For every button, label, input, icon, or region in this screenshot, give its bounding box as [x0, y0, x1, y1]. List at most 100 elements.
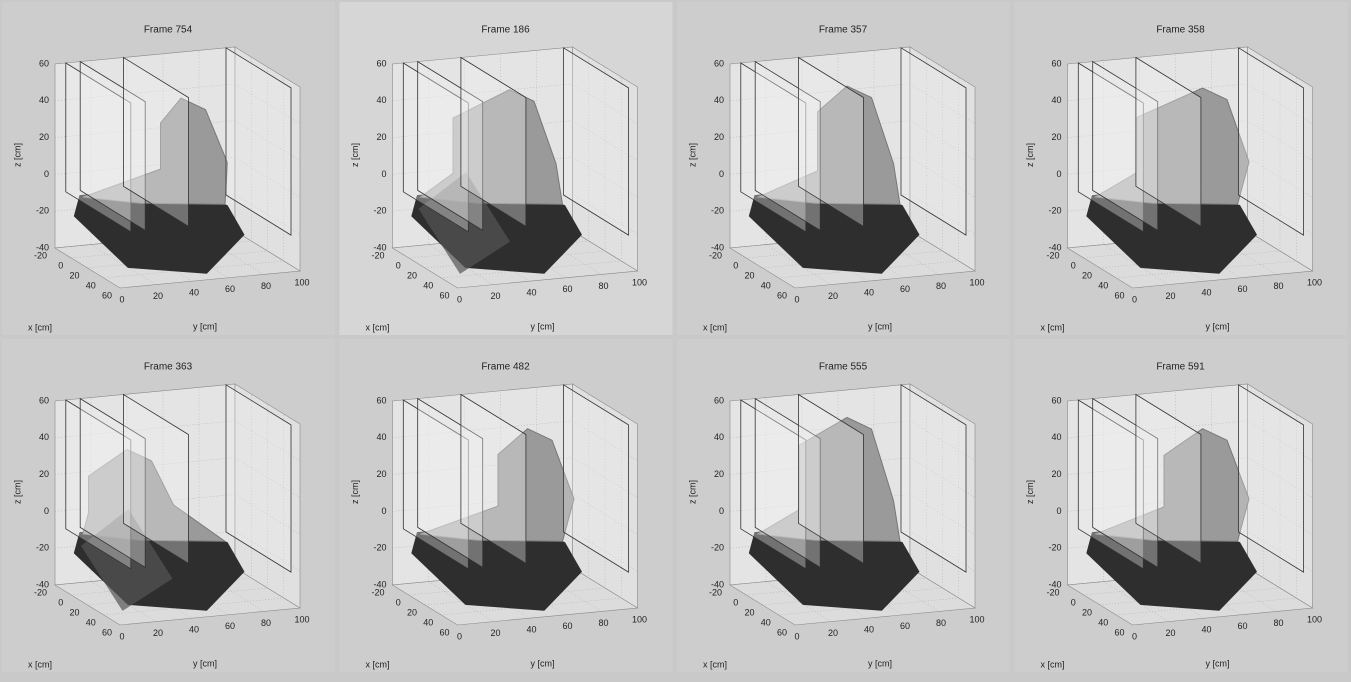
z-tick-label: 20	[376, 469, 386, 479]
x-tick-label: 0	[733, 260, 738, 270]
y-tick-label: 100	[294, 277, 309, 287]
y-tick-label: 40	[1201, 625, 1211, 635]
y-tick-label: 0	[1132, 631, 1137, 641]
x-axis-label: x [cm]	[366, 659, 390, 669]
y-tick-label: 20	[1165, 291, 1175, 301]
x-tick-label: -20	[709, 250, 722, 260]
x-axis-label: x [cm]	[703, 659, 727, 669]
z-tick-label: -20	[711, 206, 724, 216]
z-axis-label: z [cm]	[12, 480, 22, 504]
x-tick-label: 20	[69, 270, 79, 280]
x-tick-label: -20	[1046, 587, 1059, 597]
y-tick-label: 80	[936, 281, 946, 291]
x-tick-label: 60	[777, 627, 787, 637]
y-axis-label: y [cm]	[531, 658, 555, 668]
z-tick-label: 40	[1051, 95, 1061, 105]
z-tick-label: 40	[376, 95, 386, 105]
z-tick-label: 40	[714, 432, 724, 442]
z-tick-label: 60	[1051, 395, 1061, 405]
x-tick-label: 0	[396, 260, 401, 270]
x-tick-label: -20	[1046, 250, 1059, 260]
panel-title: Frame 358	[1156, 25, 1205, 36]
y-tick-label: 20	[828, 291, 838, 301]
z-axis-label: z [cm]	[350, 480, 360, 504]
x-tick-label: -20	[371, 587, 384, 597]
z-tick-label: -20	[373, 206, 386, 216]
panel-title: Frame 363	[144, 362, 193, 373]
x-tick-label: 60	[102, 627, 112, 637]
x-tick-label: -20	[34, 250, 47, 260]
z-tick-label: 0	[381, 169, 386, 179]
panel: Frame 3586040200-20-40-20020406002040608…	[1015, 2, 1348, 335]
x-tick-label: 0	[1071, 597, 1076, 607]
y-tick-label: 40	[526, 625, 536, 635]
y-axis-label: y [cm]	[1206, 658, 1230, 668]
y-tick-label: 60	[1237, 621, 1247, 631]
y-axis-label: y [cm]	[531, 321, 555, 331]
z-tick-label: 0	[1056, 169, 1061, 179]
z-tick-label: 60	[376, 395, 386, 405]
x-tick-label: 0	[58, 260, 63, 270]
z-tick-label: 0	[719, 169, 724, 179]
y-tick-label: 60	[562, 284, 572, 294]
z-tick-label: 0	[44, 506, 49, 516]
z-tick-label: 0	[1056, 506, 1061, 516]
z-tick-label: 40	[376, 432, 386, 442]
z-tick-label: 60	[1051, 58, 1061, 68]
panel: Frame 5556040200-20-40-20020406002040608…	[677, 339, 1010, 672]
x-tick-label: 20	[1082, 270, 1092, 280]
x-tick-label: 60	[1114, 290, 1124, 300]
y-axis-label: y [cm]	[193, 658, 217, 668]
y-tick-label: 0	[119, 631, 124, 641]
y-tick-label: 100	[294, 614, 309, 624]
x-axis-label: x [cm]	[703, 322, 727, 332]
y-tick-label: 60	[900, 284, 910, 294]
x-tick-label: 20	[407, 607, 417, 617]
y-tick-label: 100	[632, 614, 647, 624]
z-tick-label: 60	[39, 395, 49, 405]
x-axis-label: x [cm]	[28, 322, 52, 332]
z-tick-label: 40	[714, 95, 724, 105]
z-tick-label: -20	[36, 206, 49, 216]
y-tick-label: 20	[490, 291, 500, 301]
panel-title: Frame 591	[1156, 362, 1205, 373]
y-tick-label: 20	[153, 291, 163, 301]
y-tick-label: 40	[189, 625, 199, 635]
panel-title: Frame 754	[144, 25, 193, 36]
y-tick-label: 0	[457, 631, 462, 641]
z-tick-label: 20	[714, 469, 724, 479]
y-tick-label: 60	[1237, 284, 1247, 294]
y-tick-label: 60	[225, 284, 235, 294]
z-tick-label: 20	[1051, 469, 1061, 479]
x-tick-label: 60	[1114, 627, 1124, 637]
z-tick-label: -20	[36, 543, 49, 553]
y-tick-label: 80	[261, 281, 271, 291]
x-tick-label: 40	[761, 617, 771, 627]
z-axis-label: z [cm]	[1025, 480, 1035, 504]
x-tick-label: -20	[34, 587, 47, 597]
x-tick-label: -20	[709, 587, 722, 597]
x-tick-label: 60	[102, 290, 112, 300]
x-tick-label: 0	[733, 597, 738, 607]
y-tick-label: 80	[598, 618, 608, 628]
z-tick-label: 20	[39, 132, 49, 142]
y-tick-label: 100	[1307, 614, 1322, 624]
z-tick-label: -20	[711, 543, 724, 553]
y-tick-label: 20	[490, 628, 500, 638]
y-tick-label: 80	[598, 281, 608, 291]
x-tick-label: 40	[1098, 617, 1108, 627]
x-tick-label: 60	[439, 290, 449, 300]
x-tick-label: 0	[1071, 260, 1076, 270]
y-tick-label: 60	[562, 621, 572, 631]
y-tick-label: 20	[828, 628, 838, 638]
z-tick-label: 0	[719, 506, 724, 516]
x-axis-label: x [cm]	[1041, 322, 1065, 332]
x-tick-label: 20	[744, 607, 754, 617]
z-tick-label: 40	[39, 95, 49, 105]
panel: Frame 7546040200-20-40-20020406002040608…	[2, 2, 335, 335]
x-tick-label: 0	[58, 597, 63, 607]
y-tick-label: 60	[225, 621, 235, 631]
y-tick-label: 60	[900, 621, 910, 631]
y-tick-label: 80	[936, 618, 946, 628]
